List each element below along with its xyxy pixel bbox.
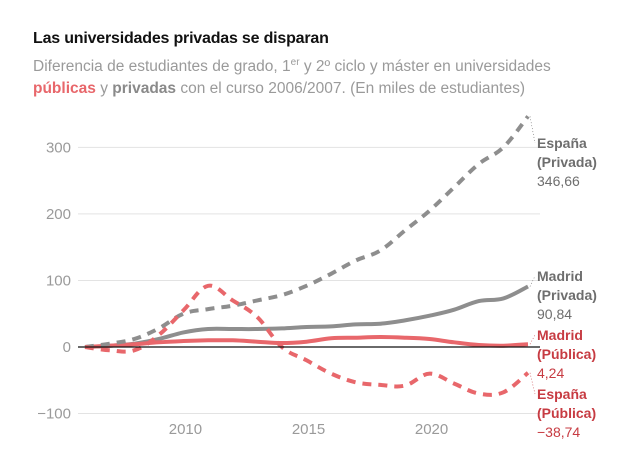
gridlines (78, 146, 540, 415)
series-label: Madrid (Privada) 90,84 (529, 268, 597, 322)
series-label-group: (Pública) (537, 346, 596, 362)
x-axis-ticks: 2010 2015 2020 (169, 421, 448, 438)
series-lines (78, 115, 540, 397)
series-label-name: Madrid (537, 268, 583, 284)
series-label-name: España (537, 386, 587, 402)
series-line-espa-a-privada (84, 115, 530, 349)
label-leader (529, 275, 536, 287)
subtitle-publicas: públicas (33, 80, 96, 97)
series-label-name: Madrid (537, 327, 583, 343)
y-axis-ticks: −100 0 100 200 300 (37, 139, 71, 422)
x-tick-label: 2010 (169, 421, 202, 438)
series-line-madrid-privada (84, 284, 529, 349)
subtitle-text-1: Diferencia de estudiantes de grado, 1 (33, 58, 291, 75)
subtitle-text-2: y 2º ciclo y máster en universidades (299, 58, 551, 75)
x-tick-label: 2015 (292, 421, 325, 438)
subtitle-text-y: y (95, 80, 113, 97)
chart-subtitle: Diferencia de estudiantes de grado, 1er … (33, 56, 613, 100)
x-tick-label: 2020 (415, 421, 448, 438)
label-leader (529, 116, 536, 144)
series-label: Madrid (Pública) 4,24 (529, 327, 596, 381)
series-label: España (Pública) −38,74 (529, 372, 596, 440)
series-label-value: 90,84 (537, 306, 572, 322)
subtitle-privadas: privadas (112, 80, 177, 97)
y-tick-label: 300 (46, 139, 71, 156)
series-label-value: 4,24 (537, 365, 564, 381)
series-label: España (Privada) 346,66 (529, 116, 597, 189)
label-leader (529, 334, 536, 345)
y-tick-label: 200 (46, 206, 71, 223)
series-line-madrid-p-blica (84, 335, 529, 349)
y-tick-label: 0 (63, 339, 71, 356)
series-label-value: −38,74 (537, 424, 580, 440)
series-label-group: (Privada) (537, 154, 597, 170)
label-leader (529, 372, 536, 395)
subtitle-text-3: con el curso 2006/2007. (En miles de est… (176, 80, 525, 97)
y-tick-label: 100 (46, 272, 71, 289)
series-label-value: 346,66 (537, 173, 580, 189)
series-label-group: (Pública) (537, 405, 596, 421)
series-line-espa-a-p-blica (84, 283, 530, 397)
y-tick-label: −100 (37, 406, 71, 423)
series-label-group: (Privada) (537, 287, 597, 303)
series-label-name: España (537, 135, 587, 151)
series-labels: España (Privada) 346,66 Madrid (Privada) 90,8… (529, 116, 597, 440)
chart-title: Las universidades privadas se disparan (33, 30, 329, 47)
subtitle-superscript: er (290, 57, 300, 68)
